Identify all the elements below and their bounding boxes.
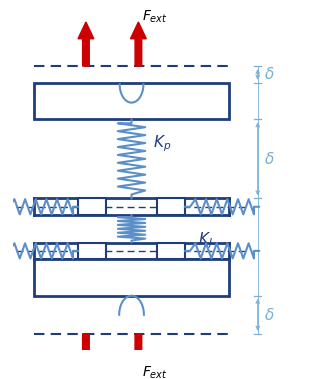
Bar [34, 259, 229, 296]
Bar [157, 243, 185, 259]
Text: $F_{ext}$: $F_{ext}$ [142, 9, 168, 25]
Bar [78, 198, 106, 215]
Text: $\delta$: $\delta$ [264, 66, 275, 83]
FancyArrow shape [130, 22, 146, 66]
Bar [157, 198, 185, 215]
Text: $F_{ext}$: $F_{ext}$ [142, 364, 168, 379]
Bar [34, 83, 229, 119]
Bar [78, 243, 106, 259]
FancyArrow shape [78, 334, 94, 369]
Text: $K_J$: $K_J$ [198, 231, 213, 251]
FancyArrow shape [130, 334, 146, 369]
Text: $\delta$: $\delta$ [264, 307, 275, 323]
Text: $K_p$: $K_p$ [153, 133, 171, 154]
FancyArrow shape [78, 22, 94, 66]
Text: $\delta$: $\delta$ [264, 151, 275, 167]
